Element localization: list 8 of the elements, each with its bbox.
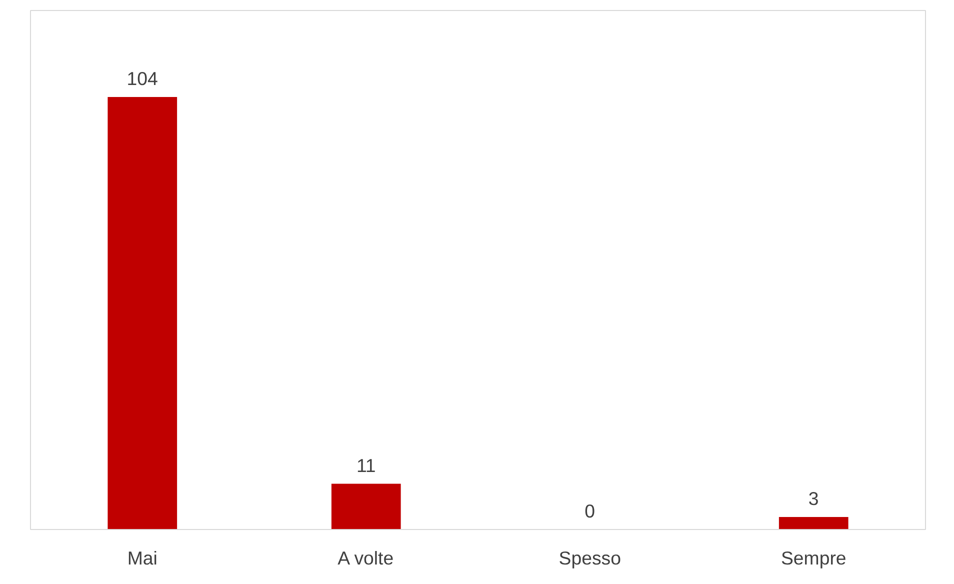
- x-tick-label: Spesso: [558, 548, 621, 568]
- data-label: 104: [126, 68, 158, 89]
- data-label: 0: [584, 500, 596, 522]
- x-tick-label: A volte: [338, 548, 394, 568]
- x-tick-label: Mai: [127, 548, 158, 568]
- data-label: 11: [356, 454, 376, 476]
- data-label: 3: [808, 488, 819, 510]
- x-tick-label: Sempre: [780, 548, 846, 568]
